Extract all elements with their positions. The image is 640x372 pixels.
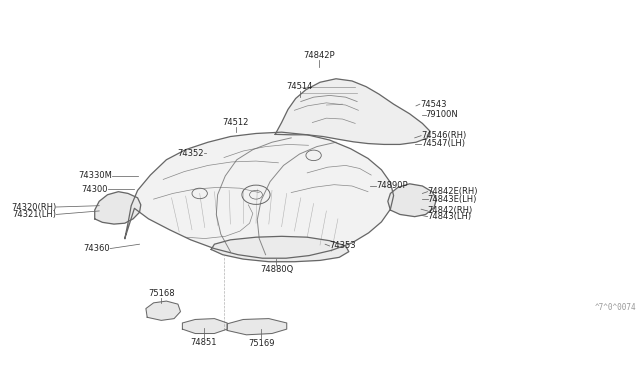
- Text: 74890P: 74890P: [376, 182, 408, 190]
- Text: 74546(RH): 74546(RH): [421, 131, 467, 140]
- Text: 74360: 74360: [83, 244, 110, 253]
- Text: 74514: 74514: [286, 82, 313, 91]
- Text: 74842P: 74842P: [303, 51, 335, 60]
- Text: 74851: 74851: [190, 338, 217, 347]
- Text: 74321(LH): 74321(LH): [12, 210, 56, 219]
- Text: 74353: 74353: [330, 241, 356, 250]
- Text: 74843E(LH): 74843E(LH): [428, 195, 477, 203]
- Polygon shape: [95, 192, 141, 224]
- Text: 74352: 74352: [177, 149, 204, 158]
- Text: 75168: 75168: [148, 289, 175, 298]
- Polygon shape: [146, 301, 180, 320]
- Text: 74547(LH): 74547(LH): [421, 139, 465, 148]
- Text: 74842E(RH): 74842E(RH): [428, 187, 478, 196]
- Text: 74842(RH): 74842(RH): [428, 206, 473, 215]
- Text: 74880Q: 74880Q: [260, 265, 293, 274]
- Polygon shape: [227, 318, 287, 335]
- Text: 74320(RH): 74320(RH): [11, 202, 56, 212]
- Text: 74300: 74300: [81, 185, 108, 193]
- Polygon shape: [275, 79, 430, 144]
- Text: 75169: 75169: [248, 339, 275, 348]
- Text: 74843(LH): 74843(LH): [428, 212, 472, 221]
- Text: 79100N: 79100N: [426, 110, 458, 119]
- Text: 74512: 74512: [222, 118, 249, 127]
- Text: ^7^0^0074: ^7^0^0074: [595, 303, 637, 312]
- Polygon shape: [388, 184, 436, 217]
- Polygon shape: [211, 236, 349, 262]
- Text: 74330M: 74330M: [78, 171, 112, 180]
- Polygon shape: [125, 132, 394, 258]
- Polygon shape: [182, 318, 227, 333]
- Text: 74543: 74543: [420, 100, 446, 109]
